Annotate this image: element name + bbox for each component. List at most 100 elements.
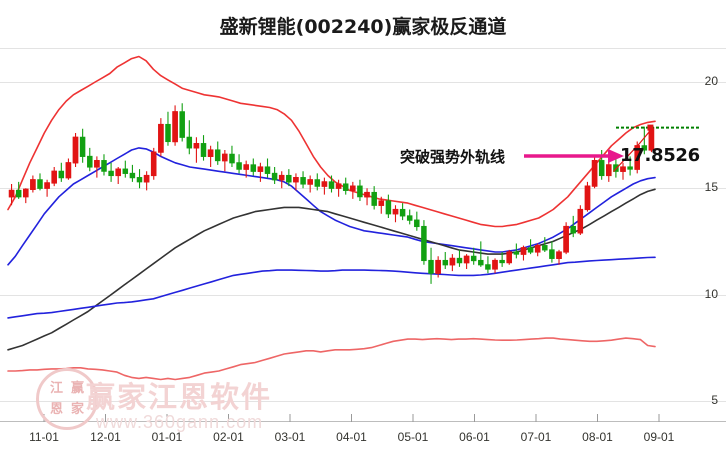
candle-body	[499, 259, 505, 264]
candle-body	[186, 136, 193, 149]
candle-body	[264, 166, 271, 174]
y-axis-tick-label: 10	[704, 286, 718, 301]
candle-body	[598, 160, 605, 177]
candle-body-fill	[563, 225, 569, 253]
candle-body-fill	[143, 174, 150, 183]
candle-body-fill	[350, 185, 356, 191]
candle-body-fill	[506, 251, 512, 264]
candle-body	[371, 191, 377, 206]
candle-body	[37, 179, 43, 189]
y-axis-tick-label: 20	[704, 74, 718, 88]
candle-body	[357, 185, 363, 198]
x-axis-tick-label: 11-01	[29, 430, 59, 444]
series-line-3	[7, 256, 656, 319]
candle-body	[549, 249, 555, 259]
candle-body-fill	[94, 160, 100, 168]
candle-body	[527, 247, 534, 253]
candle-body	[328, 181, 335, 189]
candle-body-fill	[606, 164, 612, 177]
candle-body	[15, 189, 22, 198]
candle-body	[399, 208, 406, 217]
candle-body-fill	[364, 191, 370, 198]
x-axis-tick-label: 05-01	[397, 430, 429, 444]
candle-body	[542, 245, 548, 251]
candle-body-fill	[115, 168, 121, 177]
candle-body-fill	[72, 136, 79, 164]
y-axis-tick-label: 5	[711, 392, 718, 407]
candle-body-fill	[23, 188, 29, 198]
y-axis-tick-label: 15	[704, 180, 718, 195]
candle-body	[87, 155, 93, 168]
candle-body	[428, 259, 434, 274]
x-axis-tick-label: 03-01	[274, 430, 306, 444]
x-axis-tick-label: 12-01	[90, 430, 121, 444]
candle-body-fill	[65, 162, 72, 179]
x-axis-tick-label: 06-01	[459, 430, 490, 444]
current-price-label: 17.8526	[620, 145, 700, 166]
candle-body	[300, 177, 306, 185]
annotation-label: 突破强势外轨线	[400, 148, 506, 166]
series-line-2	[7, 188, 656, 351]
candle-body-fill	[8, 189, 15, 198]
candle-body	[470, 255, 477, 262]
candle-body	[122, 168, 129, 174]
candle-body-fill	[378, 200, 385, 206]
candle-body-fill	[243, 164, 249, 170]
candle-body-fill	[307, 179, 313, 185]
candle-body-fill	[44, 182, 50, 189]
candle-body	[385, 200, 392, 215]
candle-body	[414, 219, 420, 228]
candle-body-fill	[620, 166, 626, 172]
candle-body	[58, 170, 65, 179]
candle-body	[570, 225, 576, 234]
series-line-1	[7, 147, 656, 266]
candle-body	[214, 149, 221, 162]
x-axis-tick-label: 09-01	[643, 430, 675, 444]
candle-body	[442, 259, 449, 266]
candle-body-fill	[30, 179, 36, 190]
candle-body-fill	[150, 151, 157, 177]
chart-canvas	[0, 48, 726, 422]
page-title: 盛新锂能(002240)赢家极反通道	[219, 16, 507, 38]
candle-body	[165, 123, 171, 143]
candle-body-fill	[492, 259, 498, 270]
candle-body-fill	[293, 177, 299, 183]
candle-body-fill	[51, 170, 57, 184]
candle-body	[129, 172, 136, 179]
candle-body-fill	[584, 185, 591, 211]
chart-plot-area	[0, 48, 726, 422]
candle-body	[456, 257, 463, 264]
candle-body	[641, 145, 648, 151]
x-axis-tick-label: 08-01	[582, 430, 613, 444]
series-line-4	[7, 337, 656, 381]
x-axis-tick-label: 01-01	[151, 430, 183, 444]
candle-body	[513, 251, 520, 255]
candle-body	[406, 215, 413, 221]
candle-body	[342, 183, 349, 191]
candle-body	[236, 162, 242, 170]
candle-body-fill	[463, 255, 470, 264]
candle-body-fill	[534, 245, 541, 253]
price-pointer-line	[612, 131, 650, 173]
annotation-arrow-head	[608, 149, 624, 163]
candle-body	[229, 153, 235, 164]
candle-body-fill	[449, 257, 456, 266]
x-axis-tick-label: 04-01	[336, 430, 367, 444]
candle-body-fill	[257, 166, 264, 172]
candle-body	[421, 225, 427, 262]
candle-body	[200, 143, 207, 157]
candle-body-fill	[577, 208, 584, 234]
candle-body-fill	[392, 208, 399, 215]
candle-body-fill	[222, 153, 228, 162]
candle-body	[314, 179, 321, 187]
candle-body-fill	[278, 174, 285, 181]
candle-body	[179, 111, 185, 138]
x-axis-tick-label: 02-01	[213, 430, 244, 444]
candle-body	[79, 136, 86, 157]
candle-body-fill	[335, 183, 342, 189]
price-pointer-dot	[647, 124, 654, 131]
candle-body-fill	[158, 123, 164, 153]
candle-body	[485, 264, 491, 270]
candle-body	[478, 259, 484, 266]
